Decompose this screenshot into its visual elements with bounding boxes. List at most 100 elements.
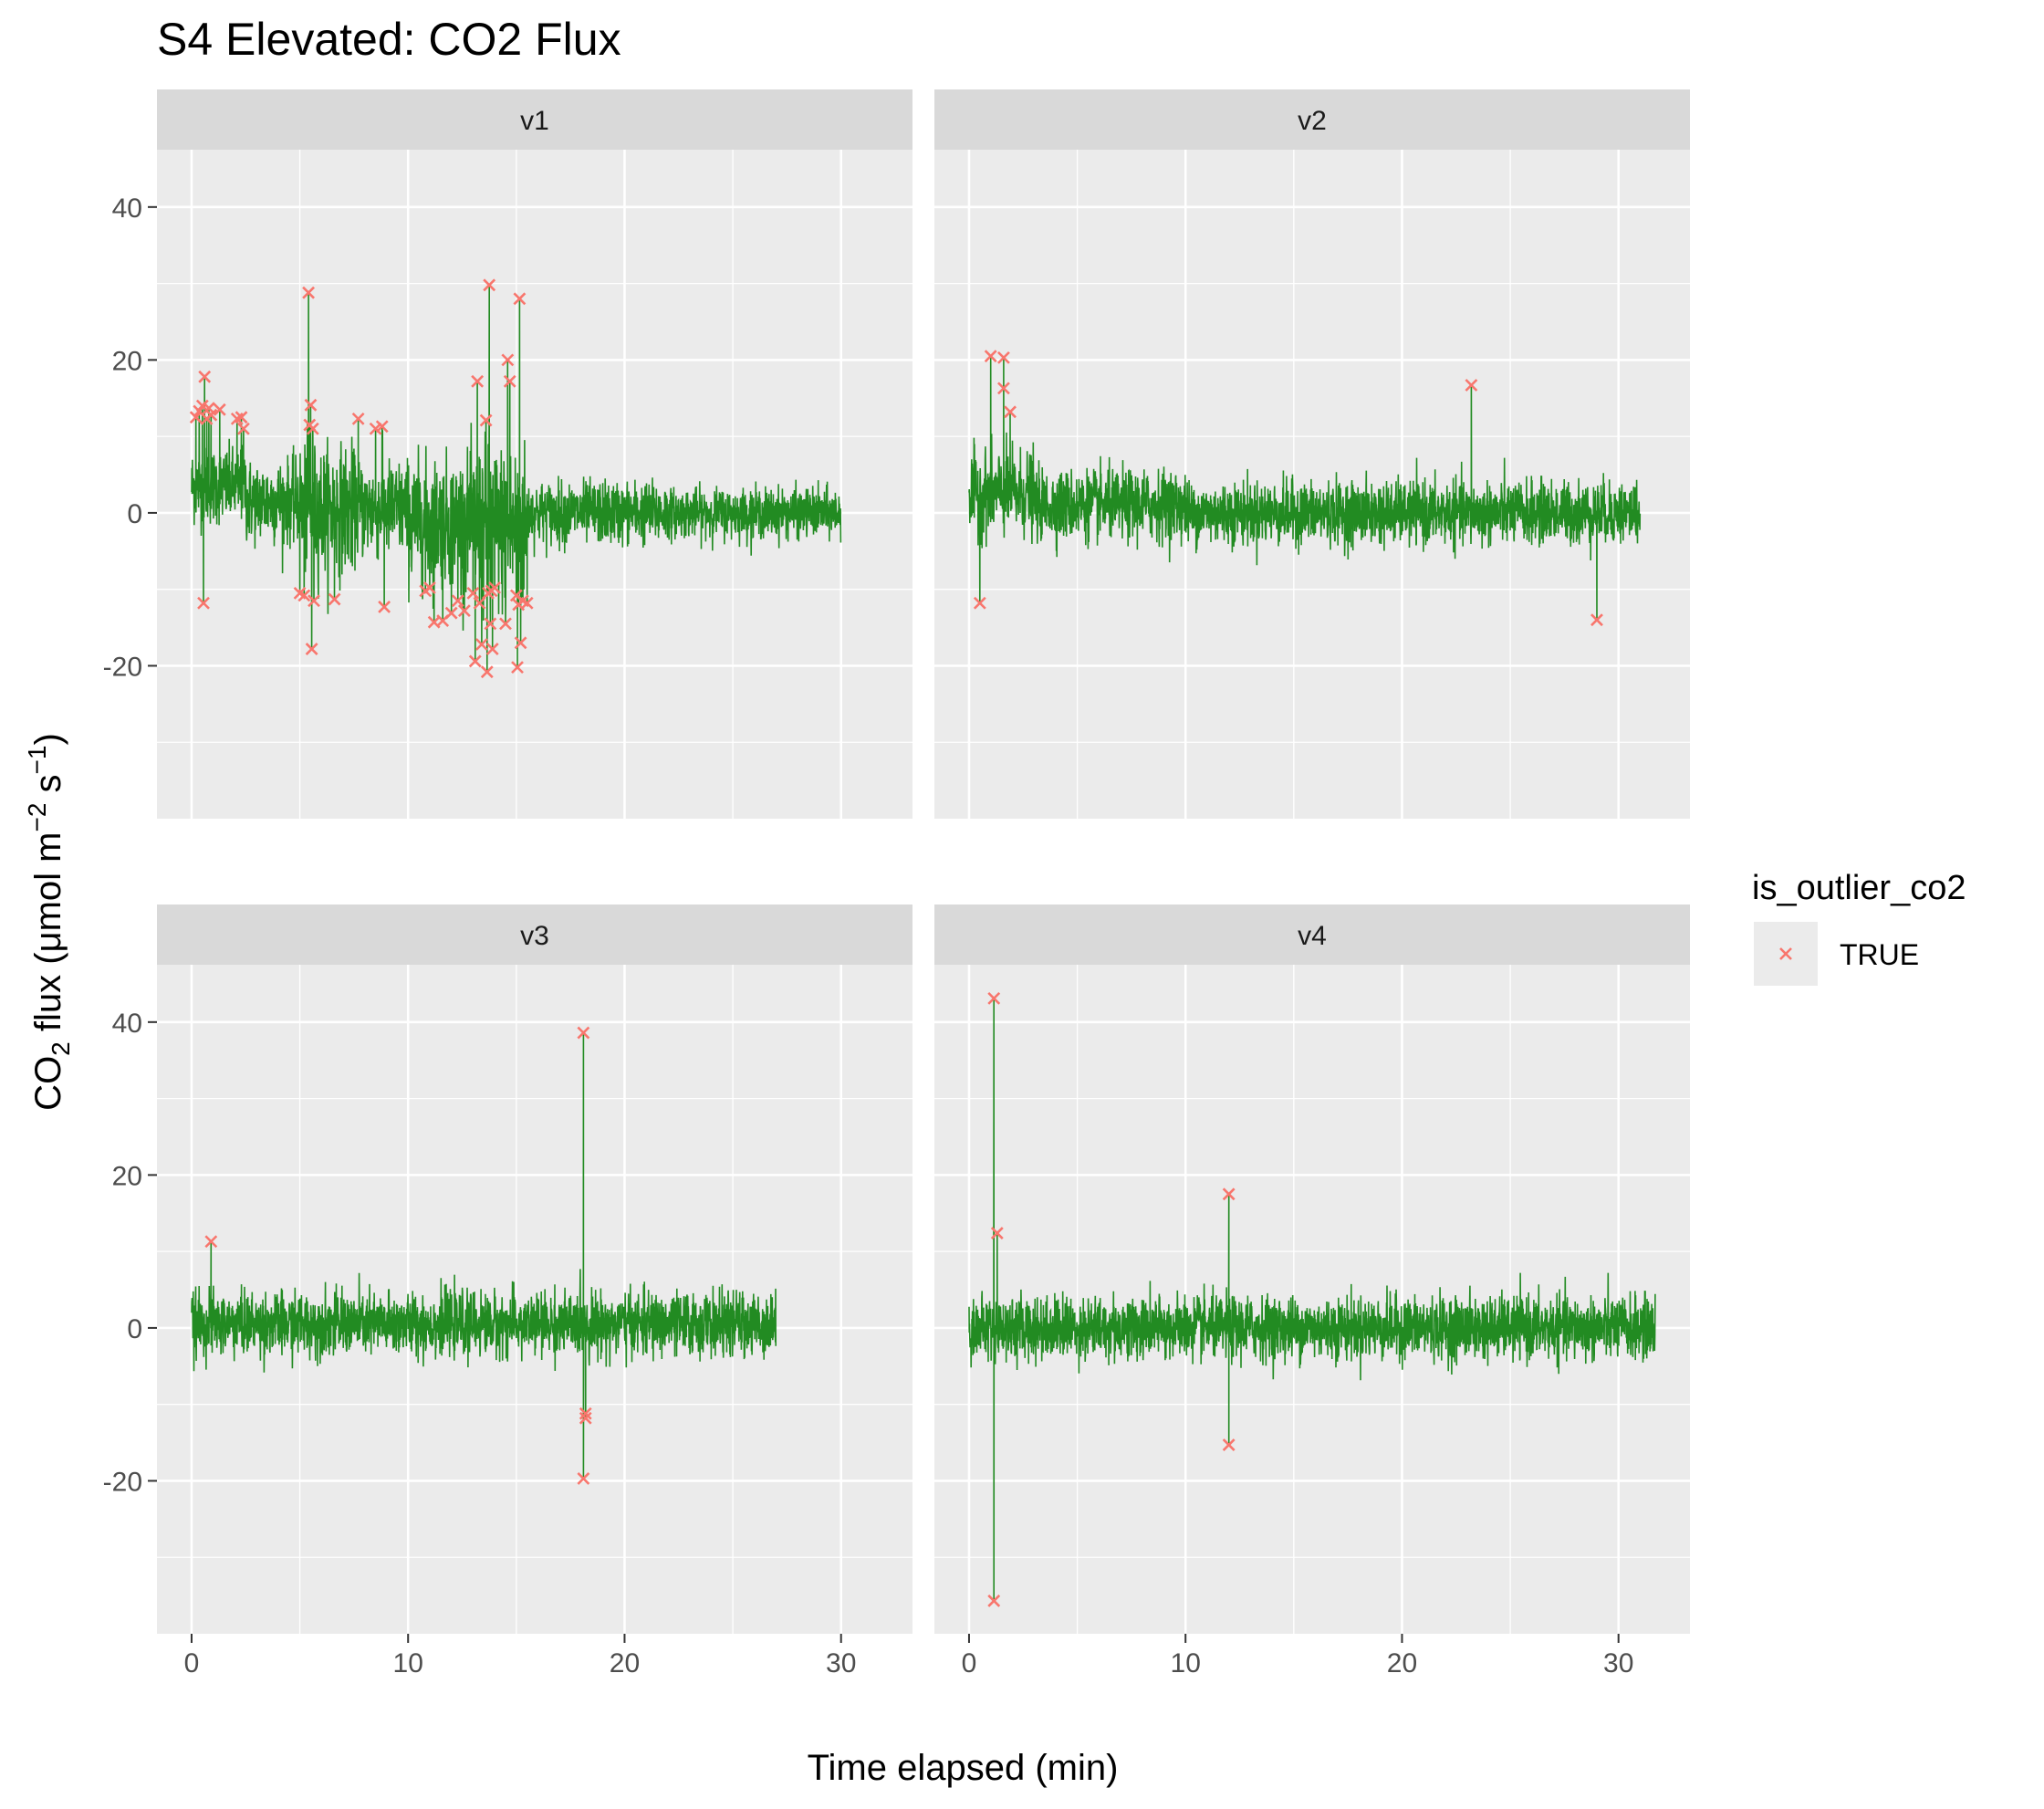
outlier-marker (423, 581, 436, 594)
legend-key-cross-icon (1779, 947, 1792, 960)
facet-strip-label: v4 (1298, 921, 1327, 951)
outlier-marker (297, 589, 311, 602)
outlier-marker (451, 594, 464, 608)
outlier-marker (305, 643, 318, 655)
x-tick-label: 10 (1171, 1648, 1201, 1678)
outlier-marker (236, 422, 250, 435)
outlier-marker (479, 413, 493, 427)
co2-flux-line (968, 356, 1642, 621)
outlier-marker (997, 350, 1010, 364)
facet-strip-label: v2 (1298, 106, 1327, 136)
plot-background (157, 150, 912, 819)
outlier-marker (308, 594, 320, 608)
outlier-marker (480, 665, 494, 679)
y-tick-label: -20 (103, 652, 142, 682)
y-axis-title-suffix: ) (28, 733, 68, 745)
outlier-marker (579, 1406, 592, 1420)
x-axis-title: Time elapsed (min) (808, 1748, 1119, 1788)
outlier-marker (483, 278, 496, 292)
legend-label: TRUE (1840, 938, 1919, 971)
outlier-marker (990, 1227, 1004, 1239)
outlier-marker (1222, 1187, 1236, 1201)
outlier-marker (351, 412, 365, 425)
y-tick-label: 20 (112, 346, 142, 376)
co2-flux-line (191, 1032, 777, 1479)
outlier-marker (302, 286, 315, 299)
outlier-marker (577, 1472, 590, 1485)
outlier-marker (471, 374, 485, 388)
y-tick-label: 0 (127, 1314, 142, 1344)
outlier-marker (511, 661, 524, 674)
facet-strip (934, 904, 1690, 965)
outlier-marker (457, 604, 471, 618)
outlier-marker (1004, 405, 1017, 419)
facet-panel-v4: v4 0 10 20 30 (934, 904, 1690, 1678)
x-tick-label: 10 (393, 1648, 423, 1678)
y-tick-label: 0 (127, 499, 142, 529)
outlier-marker (198, 370, 212, 383)
outlier-marker (235, 411, 248, 424)
outlier-marker (189, 411, 203, 424)
outlier-marker (503, 374, 516, 388)
outlier-marker (474, 638, 488, 651)
outlier-marker (520, 596, 534, 610)
y-axis-title-sup2: −1 (23, 746, 51, 775)
plot-background (934, 965, 1690, 1634)
outlier-marker (378, 601, 391, 613)
y-axis-title-mid2: s (28, 774, 68, 802)
y-tick-label: -20 (103, 1467, 142, 1497)
facet-strip (934, 89, 1690, 150)
x-tick-label: 0 (184, 1648, 200, 1678)
y-tick-label: 40 (112, 1009, 142, 1039)
outlier-marker (514, 636, 527, 650)
outlier-marker (987, 1595, 1001, 1607)
outlier-marker (203, 402, 215, 415)
x-tick-label: 20 (1387, 1648, 1417, 1678)
y-axis-title-mid: flux (μmol m (28, 832, 68, 1042)
outlier-marker (204, 1235, 218, 1249)
outlier-marker (304, 398, 318, 412)
outlier-marker (197, 596, 210, 610)
legend-title: is_outlier_co2 (1752, 869, 1966, 907)
plot-background (157, 965, 912, 1634)
gridlines (934, 965, 1690, 1634)
outlier-marker (213, 403, 226, 416)
x-tick-label: 0 (962, 1648, 977, 1678)
y-axis-title-sub: 2 (47, 1041, 75, 1056)
outlier-marker (488, 581, 502, 594)
outlier-marker (204, 408, 218, 422)
outlier-marker (987, 991, 1001, 1005)
outlier-marker (1222, 1438, 1236, 1452)
outlier-marker (513, 292, 527, 306)
chart-title: S4 Elevated: CO2 Flux (157, 14, 621, 65)
facet-strip (157, 904, 912, 965)
facet-strip (157, 89, 912, 150)
outlier-marker (484, 617, 497, 631)
legend-cross-mark (1779, 947, 1792, 960)
outlier-marker (579, 1411, 592, 1425)
facet-panels: v1 -20 0 20 40 v2 v3 -20 0 20 40 0 10 20 30 v4 0 10 20 30 (103, 89, 1690, 1678)
facet-panel-v3: v3 -20 0 20 40 0 10 20 30 (103, 904, 912, 1678)
outlier-marker (1590, 613, 1603, 627)
outlier-marker (306, 422, 319, 435)
outlier-marker (973, 596, 986, 610)
plot-background (934, 150, 1690, 819)
outlier-marker (466, 586, 480, 600)
outlier-marker (375, 420, 389, 434)
y-tick-label: 20 (112, 1161, 142, 1191)
facet-strip-label: v3 (520, 921, 549, 951)
x-tick-label: 30 (1603, 1648, 1633, 1678)
facet-panel-v2: v2 (934, 89, 1690, 819)
legend: is_outlier_co2 TRUE (1752, 869, 1966, 986)
facet-panel-v1: v1 -20 0 20 40 (103, 89, 912, 819)
outlier-marker (499, 617, 512, 631)
outlier-marker (997, 382, 1010, 395)
co2-flux-line (968, 998, 1656, 1602)
y-axis-title: CO2 flux (μmol m−2 s−1) (23, 733, 75, 1111)
outlier-marker (485, 643, 499, 655)
outlier-marker (1465, 379, 1478, 392)
outlier-marker (468, 654, 482, 668)
outlier-marker (473, 596, 486, 610)
y-axis-title-prefix: CO (28, 1056, 68, 1111)
